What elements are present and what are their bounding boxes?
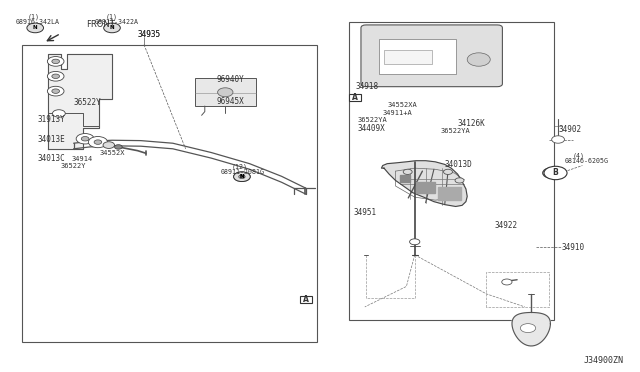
Polygon shape: [48, 54, 112, 149]
Circle shape: [52, 74, 60, 78]
Text: 34914: 34914: [72, 156, 93, 162]
Polygon shape: [512, 312, 550, 346]
Circle shape: [81, 137, 89, 141]
Circle shape: [455, 178, 464, 183]
Text: FRONT: FRONT: [86, 20, 115, 29]
Text: A: A: [303, 295, 309, 304]
Text: B: B: [553, 169, 558, 177]
Text: 36522YA: 36522YA: [440, 128, 470, 134]
Text: (4): (4): [573, 152, 585, 159]
Text: 08911-3422A: 08911-3422A: [95, 19, 139, 25]
Circle shape: [104, 23, 120, 33]
Circle shape: [403, 169, 412, 174]
Text: 34911+A: 34911+A: [383, 110, 412, 116]
Text: 34910: 34910: [562, 243, 585, 252]
Bar: [379, 39, 456, 74]
Circle shape: [544, 166, 567, 180]
Text: 34922: 34922: [494, 221, 517, 230]
Circle shape: [552, 136, 564, 143]
Circle shape: [467, 53, 490, 66]
Text: 34552XA: 34552XA: [387, 102, 417, 108]
Text: 96940Y: 96940Y: [216, 76, 244, 84]
Bar: [195, 78, 256, 106]
Circle shape: [103, 142, 115, 148]
Text: (12): (12): [232, 164, 248, 170]
Text: N: N: [109, 25, 115, 31]
Text: 34013C: 34013C: [37, 154, 65, 163]
Circle shape: [234, 172, 250, 182]
Circle shape: [218, 88, 233, 97]
Polygon shape: [400, 175, 410, 182]
Circle shape: [47, 86, 64, 96]
Text: 31913Y: 31913Y: [37, 115, 65, 124]
Bar: [349, 22, 554, 320]
Circle shape: [88, 137, 108, 148]
Text: 34552X: 34552X: [99, 150, 125, 155]
Text: N: N: [239, 174, 244, 179]
FancyBboxPatch shape: [361, 25, 502, 87]
Circle shape: [234, 172, 250, 182]
Circle shape: [52, 110, 65, 117]
Circle shape: [543, 168, 561, 178]
Circle shape: [52, 89, 60, 93]
Text: B: B: [549, 170, 554, 176]
Bar: [349, 94, 361, 101]
Text: 34902: 34902: [558, 125, 581, 134]
Text: A: A: [352, 93, 358, 102]
Circle shape: [47, 57, 64, 66]
Bar: [22, 45, 317, 342]
Text: 34951: 34951: [354, 208, 377, 217]
Circle shape: [410, 239, 420, 245]
Text: 34013E: 34013E: [37, 135, 65, 144]
Text: 34013D: 34013D: [445, 160, 472, 169]
Circle shape: [444, 169, 452, 174]
Circle shape: [52, 59, 60, 64]
Text: J34900ZN: J34900ZN: [584, 356, 624, 365]
Text: 36522Y: 36522Y: [74, 98, 101, 107]
Text: 08146-6205G: 08146-6205G: [564, 158, 609, 164]
Circle shape: [239, 175, 245, 179]
Bar: [384, 50, 432, 64]
Circle shape: [115, 145, 122, 149]
Circle shape: [27, 23, 44, 33]
Text: 08911-J081G: 08911-J081G: [221, 169, 265, 175]
Text: 34409X: 34409X: [357, 124, 385, 133]
Text: 34935: 34935: [138, 30, 161, 39]
Bar: [300, 296, 312, 303]
Text: (1): (1): [28, 13, 40, 20]
Text: 36522Y: 36522Y: [61, 163, 86, 169]
Circle shape: [76, 134, 94, 144]
Text: (1): (1): [106, 13, 118, 20]
Text: 34935: 34935: [138, 30, 161, 39]
Text: N: N: [239, 174, 244, 179]
Text: 96945X: 96945X: [216, 97, 244, 106]
Text: N: N: [33, 25, 38, 31]
Circle shape: [47, 71, 64, 81]
Circle shape: [94, 140, 102, 144]
Circle shape: [520, 324, 536, 333]
Polygon shape: [416, 182, 435, 193]
Polygon shape: [381, 161, 467, 206]
Polygon shape: [438, 187, 461, 200]
Text: 36522YA: 36522YA: [357, 117, 387, 123]
Circle shape: [502, 279, 512, 285]
Text: 34918: 34918: [355, 82, 378, 91]
Text: 08916-342LA: 08916-342LA: [16, 19, 60, 25]
Text: 34126K: 34126K: [458, 119, 485, 128]
